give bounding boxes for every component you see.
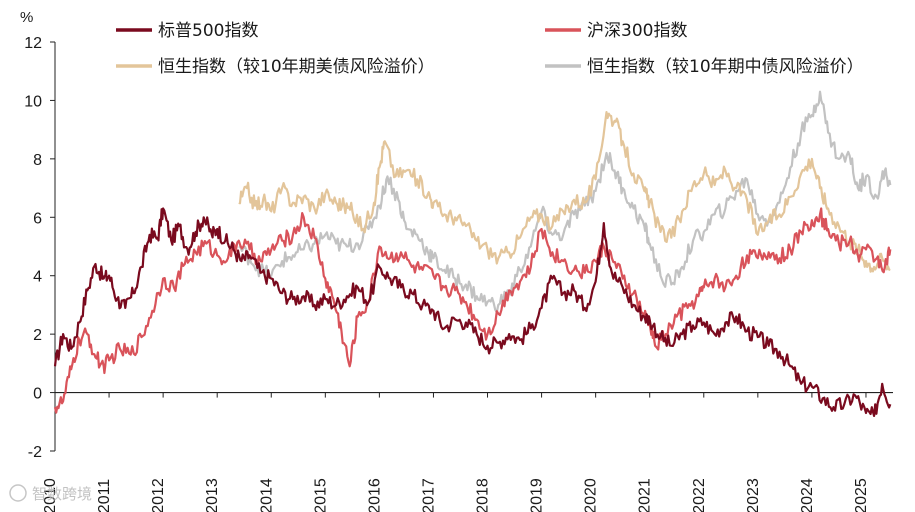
legend-label-sp500: 标普500指数	[158, 21, 258, 41]
y-tick-label: 4	[33, 269, 42, 286]
x-axis: 2010 2011 2012 2013 2014 2015 2016 2017 2018 2019…	[42, 391, 893, 512]
legend-item-sp500: 标普500指数	[116, 21, 258, 41]
series-line-hsi-cn	[238, 90, 892, 314]
series-layer	[53, 90, 892, 417]
y-axis-unit: %	[20, 9, 33, 26]
y-axis: -2 0 2 4 6 8 10 12	[24, 35, 56, 461]
y-tick-label: 8	[33, 152, 42, 169]
x-tick-label: 2010	[42, 478, 59, 512]
legend-item-csi300: 沪深300指数	[545, 21, 687, 41]
series-line-hsi-us	[238, 110, 891, 273]
x-tick-label: 2016	[366, 478, 383, 512]
x-tick-label: 2015	[312, 478, 329, 512]
x-tick-label: 2024	[799, 478, 816, 512]
legend-label-csi300: 沪深300指数	[587, 21, 687, 41]
x-tick-label: 2017	[420, 478, 437, 512]
x-tick-label: 2025	[853, 478, 870, 512]
y-tick-label: 6	[33, 210, 42, 227]
y-tick-label: -2	[28, 444, 42, 461]
watermark-logo-icon	[9, 484, 27, 502]
legend: 标普500指数 沪深300指数 恒生指数（较10年期美债风险溢价） 恒生指数（较…	[116, 21, 864, 77]
legend-label-hsi-cn: 恒生指数（较10年期中债风险溢价）	[587, 57, 864, 77]
x-tick-label: 2012	[150, 478, 167, 512]
watermark-text: 智数跨境	[32, 485, 92, 503]
x-tick-label: 2019	[529, 478, 546, 512]
x-tick-label: 2013	[204, 478, 221, 512]
x-tick-label: 2020	[583, 478, 600, 512]
y-tick-label: 0	[33, 386, 42, 403]
y-tick-label: 12	[24, 35, 42, 52]
x-tick-label: 2023	[745, 478, 762, 512]
x-tick-label: 2018	[475, 478, 492, 512]
series-line-sp500	[53, 207, 892, 417]
y-tick-label: 2	[33, 327, 42, 344]
legend-item-hsi-us: 恒生指数（较10年期美债风险溢价）	[116, 57, 435, 77]
x-tick-label: 2011	[96, 479, 113, 512]
y-tick-label: 10	[24, 93, 42, 110]
legend-label-hsi-us: 恒生指数（较10年期美债风险溢价）	[158, 57, 435, 77]
legend-item-hsi-cn: 恒生指数（较10年期中债风险溢价）	[545, 57, 864, 77]
x-tick-label: 2014	[258, 478, 275, 512]
x-tick-label: 2021	[637, 478, 654, 512]
watermark: 智数跨境	[9, 484, 92, 503]
x-tick-label: 2022	[691, 478, 708, 512]
series-line-csi300	[53, 207, 892, 414]
